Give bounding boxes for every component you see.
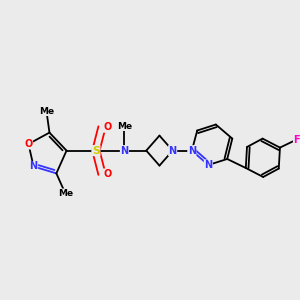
Text: N: N [204, 160, 212, 170]
Text: Me: Me [58, 189, 73, 198]
Text: N: N [120, 146, 128, 156]
Text: Me: Me [117, 122, 132, 130]
Text: N: N [188, 146, 196, 156]
Text: Me: Me [39, 106, 54, 116]
Text: S: S [92, 146, 100, 156]
Text: N: N [29, 161, 38, 172]
Text: O: O [24, 139, 33, 149]
Text: N: N [169, 146, 177, 156]
Text: O: O [103, 169, 111, 179]
Text: F: F [293, 134, 300, 145]
Text: O: O [103, 122, 111, 132]
